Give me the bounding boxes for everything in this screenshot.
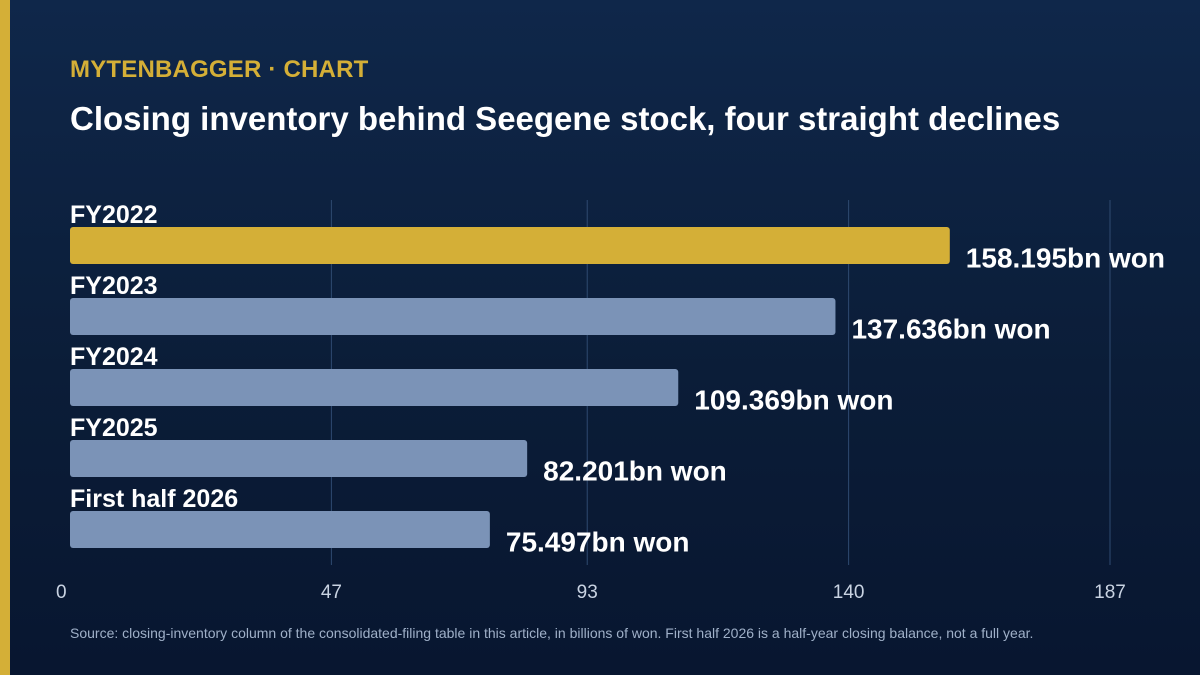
category-label: FY2025 xyxy=(70,414,158,442)
x-tick-label: 187 xyxy=(1094,582,1126,603)
bar xyxy=(70,227,950,264)
category-label: First half 2026 xyxy=(70,485,238,513)
bar xyxy=(70,511,490,548)
bar xyxy=(70,440,528,477)
x-tick-label: 93 xyxy=(577,582,598,603)
value-label: 75.497bn won xyxy=(506,527,690,558)
chart-title: Closing inventory behind Seegene stock, … xyxy=(70,100,1061,137)
category-label: FY2024 xyxy=(70,343,158,371)
bar xyxy=(70,298,836,335)
x-tick-label: 140 xyxy=(833,582,865,603)
value-label: 82.201bn won xyxy=(543,456,727,487)
x-tick-label: 47 xyxy=(321,582,342,603)
accent-bar xyxy=(0,0,10,675)
bar xyxy=(70,369,679,406)
value-label: 137.636bn won xyxy=(851,314,1050,345)
kicker-label: MYTENBAGGER · CHART xyxy=(70,56,369,83)
category-label: FY2022 xyxy=(70,201,158,229)
x-tick-label: 0 xyxy=(56,582,67,603)
value-label: 109.369bn won xyxy=(694,385,893,416)
source-note: Source: closing-inventory column of the … xyxy=(70,625,1034,641)
value-label: 158.195bn won xyxy=(966,243,1165,274)
category-label: FY2023 xyxy=(70,272,158,300)
